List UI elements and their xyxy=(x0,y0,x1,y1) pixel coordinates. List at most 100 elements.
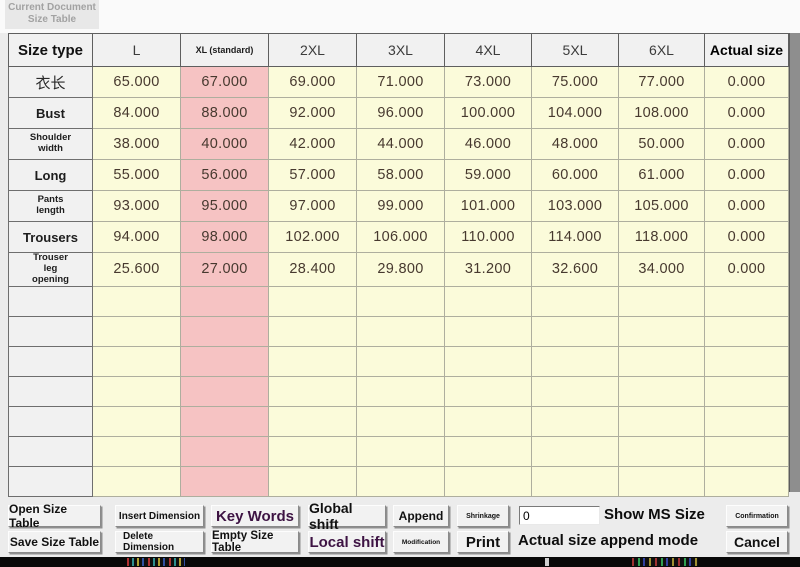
size-cell[interactable]: 93.000 xyxy=(92,190,181,222)
size-cell-empty[interactable] xyxy=(704,465,789,497)
size-cell-empty[interactable] xyxy=(268,375,357,407)
size-cell-empty[interactable] xyxy=(618,465,705,497)
size-cell[interactable]: 105.000 xyxy=(618,190,705,222)
save-size-table-button[interactable]: Save Size Table xyxy=(8,531,101,553)
size-cell-empty[interactable] xyxy=(92,285,181,317)
size-cell-empty[interactable] xyxy=(531,465,619,497)
size-cell-empty[interactable] xyxy=(444,345,532,377)
row-label-empty[interactable] xyxy=(8,405,93,437)
row-label-bust[interactable]: Bust xyxy=(8,97,93,129)
size-cell[interactable]: 71.000 xyxy=(356,66,445,98)
size-cell-empty[interactable] xyxy=(180,405,269,437)
cancel-button[interactable]: Cancel xyxy=(726,531,788,553)
size-cell[interactable]: 92.000 xyxy=(268,97,357,129)
size-cell[interactable]: 67.000 xyxy=(180,66,269,98)
print-button[interactable]: Print xyxy=(457,531,509,553)
size-cell-empty[interactable] xyxy=(356,465,445,497)
size-cell[interactable]: 103.000 xyxy=(531,190,619,222)
size-cell-empty[interactable] xyxy=(92,465,181,497)
size-cell[interactable]: 32.600 xyxy=(531,252,619,287)
size-cell[interactable]: 84.000 xyxy=(92,97,181,129)
size-cell-empty[interactable] xyxy=(618,375,705,407)
confirmation-button[interactable]: Confirmation xyxy=(726,505,788,527)
size-cell-empty[interactable] xyxy=(618,345,705,377)
size-cell[interactable]: 0.000 xyxy=(704,190,789,222)
row-label-long[interactable]: Long xyxy=(8,159,93,191)
size-cell[interactable]: 65.000 xyxy=(92,66,181,98)
size-cell[interactable]: 59.000 xyxy=(444,159,532,191)
size-cell-empty[interactable] xyxy=(444,315,532,347)
size-cell-empty[interactable] xyxy=(92,315,181,347)
size-cell-empty[interactable] xyxy=(180,315,269,347)
size-cell-empty[interactable] xyxy=(704,405,789,437)
size-cell-empty[interactable] xyxy=(180,345,269,377)
size-cell-empty[interactable] xyxy=(704,285,789,317)
size-cell[interactable]: 97.000 xyxy=(268,190,357,222)
size-cell[interactable]: 44.000 xyxy=(356,128,445,160)
size-cell-empty[interactable] xyxy=(268,405,357,437)
size-cell[interactable]: 58.000 xyxy=(356,159,445,191)
size-cell[interactable]: 29.800 xyxy=(356,252,445,287)
size-cell-empty[interactable] xyxy=(268,465,357,497)
size-cell-empty[interactable] xyxy=(268,345,357,377)
size-cell-empty[interactable] xyxy=(531,405,619,437)
size-cell[interactable]: 100.000 xyxy=(444,97,532,129)
delete-dimension-button[interactable]: Delete Dimension xyxy=(115,531,204,553)
size-cell-empty[interactable] xyxy=(704,315,789,347)
size-cell-empty[interactable] xyxy=(531,375,619,407)
size-cell[interactable]: 118.000 xyxy=(618,221,705,253)
size-cell-empty[interactable] xyxy=(180,375,269,407)
row-label-empty[interactable] xyxy=(8,345,93,377)
size-cell[interactable]: 0.000 xyxy=(704,252,789,287)
size-cell-empty[interactable] xyxy=(704,345,789,377)
size-cell-empty[interactable] xyxy=(268,315,357,347)
size-cell[interactable]: 106.000 xyxy=(356,221,445,253)
size-cell-empty[interactable] xyxy=(618,285,705,317)
size-cell-empty[interactable] xyxy=(618,405,705,437)
size-cell-empty[interactable] xyxy=(444,405,532,437)
size-cell[interactable]: 99.000 xyxy=(356,190,445,222)
size-cell-empty[interactable] xyxy=(531,315,619,347)
size-cell[interactable]: 0.000 xyxy=(704,159,789,191)
size-cell-empty[interactable] xyxy=(356,345,445,377)
size-cell-empty[interactable] xyxy=(531,285,619,317)
size-cell[interactable]: 28.400 xyxy=(268,252,357,287)
size-cell-empty[interactable] xyxy=(444,285,532,317)
shrinkage-button[interactable]: Shrinkage xyxy=(457,505,509,527)
global-shift-button[interactable]: Global shift xyxy=(308,500,386,532)
size-cell-empty[interactable] xyxy=(356,435,445,467)
size-cell[interactable]: 0.000 xyxy=(704,97,789,129)
insert-dimension-button[interactable]: Insert Dimension xyxy=(115,505,204,527)
size-cell[interactable]: 60.000 xyxy=(531,159,619,191)
size-cell[interactable]: 95.000 xyxy=(180,190,269,222)
size-cell-empty[interactable] xyxy=(356,375,445,407)
row-label-shoulder-width[interactable]: Shoulder width xyxy=(8,128,93,160)
size-cell[interactable]: 73.000 xyxy=(444,66,532,98)
size-cell[interactable]: 0.000 xyxy=(704,221,789,253)
size-cell-empty[interactable] xyxy=(356,315,445,347)
size-cell[interactable]: 57.000 xyxy=(268,159,357,191)
size-cell-empty[interactable] xyxy=(444,375,532,407)
size-cell[interactable]: 110.000 xyxy=(444,221,532,253)
size-cell[interactable]: 0.000 xyxy=(704,128,789,160)
size-cell[interactable]: 69.000 xyxy=(268,66,357,98)
size-cell-empty[interactable] xyxy=(356,405,445,437)
row-label-empty[interactable] xyxy=(8,435,93,467)
size-cell[interactable]: 38.000 xyxy=(92,128,181,160)
size-cell[interactable]: 25.600 xyxy=(92,252,181,287)
size-cell[interactable]: 50.000 xyxy=(618,128,705,160)
size-cell[interactable]: 102.000 xyxy=(268,221,357,253)
row-label-pants-length[interactable]: Pants length xyxy=(8,190,93,222)
size-cell[interactable]: 88.000 xyxy=(180,97,269,129)
empty-size-table-button[interactable]: Empty Size Table xyxy=(211,530,299,554)
size-cell[interactable]: 98.000 xyxy=(180,221,269,253)
size-cell[interactable]: 56.000 xyxy=(180,159,269,191)
row-label-empty[interactable] xyxy=(8,315,93,347)
size-cell[interactable]: 108.000 xyxy=(618,97,705,129)
size-cell[interactable]: 46.000 xyxy=(444,128,532,160)
size-cell-empty[interactable] xyxy=(268,285,357,317)
size-cell[interactable]: 104.000 xyxy=(531,97,619,129)
row-label-empty[interactable] xyxy=(8,375,93,407)
size-cell[interactable]: 61.000 xyxy=(618,159,705,191)
open-size-table-button[interactable]: Open Size Table xyxy=(8,502,101,530)
